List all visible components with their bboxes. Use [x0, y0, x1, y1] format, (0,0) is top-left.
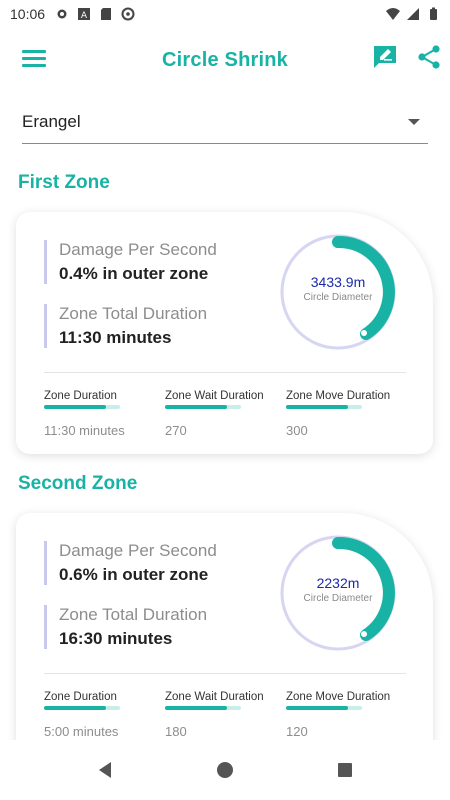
circle-diameter-gauge: 3433.9m Circle Diameter — [276, 230, 400, 354]
card-divider — [44, 372, 406, 373]
system-nav-bar — [0, 740, 450, 800]
zone-duration-metric: Zone Duration 11:30 minutes — [44, 390, 162, 438]
map-dropdown[interactable]: Erangel — [22, 100, 428, 144]
metric-label: Zone Move Duration — [286, 691, 391, 703]
metric-label: Zone Wait Duration — [165, 390, 264, 402]
metric-label: Zone Duration — [44, 390, 117, 402]
svg-text:A: A — [81, 11, 88, 21]
recents-icon[interactable] — [335, 760, 355, 780]
app-bar: Circle Shrink — [0, 28, 450, 92]
duration-value: 11:30 minutes — [59, 328, 172, 347]
duration-label: Zone Total Duration — [59, 304, 208, 323]
status-time: 10:06 — [10, 6, 46, 22]
metric-value: 5:00 minutes — [44, 724, 119, 739]
metric-bar — [44, 405, 120, 409]
zone-wait-duration-metric: Zone Wait Duration 180 — [165, 691, 283, 739]
zone-move-duration-metric: Zone Move Duration 120 — [286, 691, 404, 739]
gauge-value: 2232m — [316, 575, 360, 591]
damage-stat: Damage Per Second 0.4% in outer zone — [44, 240, 274, 284]
zone-card: Damage Per Second 0.6% in outer zone Zon… — [16, 513, 433, 755]
duration-stat: Zone Total Duration 11:30 minutes — [44, 304, 274, 348]
card-divider — [44, 673, 406, 674]
gauge-label: Circle Diameter — [303, 593, 373, 604]
gauge-ring — [280, 535, 396, 651]
gauge-ring — [280, 234, 396, 350]
zone-card: Damage Per Second 0.4% in outer zone Zon… — [16, 212, 433, 454]
duration-value: 16:30 minutes — [59, 629, 173, 648]
metric-label: Zone Move Duration — [286, 390, 391, 402]
metric-value: 11:30 minutes — [44, 423, 125, 438]
damage-value: 0.6% in outer zone — [59, 565, 209, 584]
edit-icon[interactable] — [372, 44, 398, 70]
metric-bar — [165, 706, 241, 710]
battery-icon — [430, 7, 437, 20]
metric-value: 120 — [286, 724, 308, 739]
metric-label: Zone Duration — [44, 691, 117, 703]
zone-wait-duration-metric: Zone Wait Duration 270 — [165, 390, 283, 438]
damage-label: Damage Per Second — [59, 541, 217, 560]
metric-bar — [286, 706, 362, 710]
gauge-value: 3433.9m — [310, 274, 366, 290]
sd-card-icon — [101, 8, 112, 20]
chevron-down-icon — [408, 118, 420, 125]
zone-duration-metric: Zone Duration 5:00 minutes — [44, 691, 162, 739]
back-icon[interactable] — [95, 760, 115, 780]
damage-value: 0.4% in outer zone — [59, 264, 209, 283]
font-icon: A — [78, 8, 91, 21]
duration-stat: Zone Total Duration 16:30 minutes — [44, 605, 274, 649]
gear-icon — [57, 9, 67, 19]
duration-label: Zone Total Duration — [59, 605, 208, 624]
gauge-label: Circle Diameter — [303, 292, 373, 303]
hamburger-menu-icon[interactable] — [22, 50, 46, 70]
metric-bar — [44, 706, 120, 710]
zone-title: First Zone — [18, 172, 110, 193]
damage-stat: Damage Per Second 0.6% in outer zone — [44, 541, 274, 585]
metric-value: 300 — [286, 423, 308, 438]
damage-label: Damage Per Second — [59, 240, 217, 259]
sync-icon — [121, 7, 135, 21]
metric-value: 180 — [165, 724, 187, 739]
circle-diameter-gauge: 2232m Circle Diameter — [276, 531, 400, 655]
metric-label: Zone Wait Duration — [165, 691, 264, 703]
status-bar: 10:06 A — [0, 0, 450, 28]
metric-value: 270 — [165, 423, 187, 438]
home-icon[interactable] — [215, 760, 235, 780]
page-title: Circle Shrink — [162, 48, 288, 71]
map-dropdown-value: Erangel — [22, 111, 81, 131]
zone-move-duration-metric: Zone Move Duration 300 — [286, 390, 404, 438]
zone-title: Second Zone — [18, 473, 138, 494]
signal-icon — [407, 8, 419, 20]
metric-bar — [286, 405, 362, 409]
wifi-icon — [386, 8, 400, 20]
metric-bar — [165, 405, 241, 409]
share-icon[interactable] — [416, 44, 442, 70]
